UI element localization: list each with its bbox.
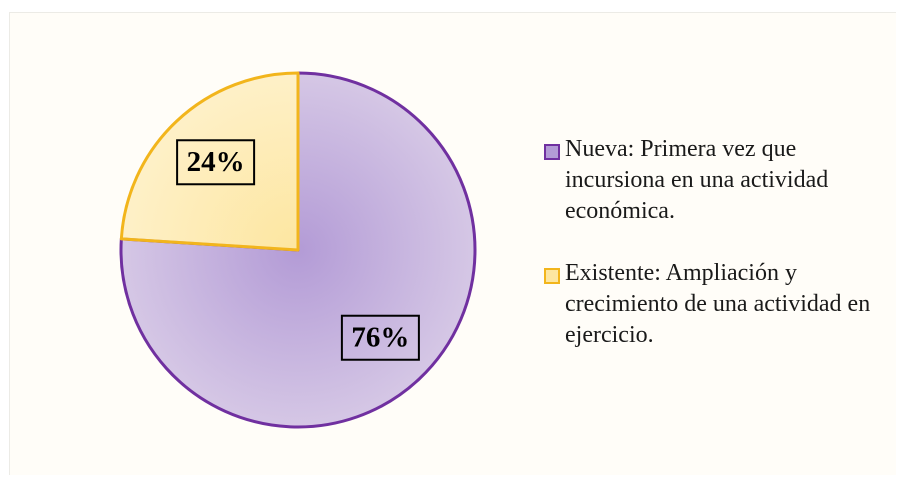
- data-label-box: [340, 314, 420, 361]
- legend-swatch: [544, 268, 560, 284]
- legend: Nueva: Primera vez que incursiona en una…: [544, 134, 894, 382]
- legend-item: Nueva: Primera vez que incursiona en una…: [544, 134, 894, 227]
- pie-slice: [119, 71, 300, 252]
- legend-text: Nueva: Primera vez que incursiona en una…: [565, 136, 829, 224]
- legend-text: Existente: Ampliación y crecimiento de u…: [565, 260, 871, 348]
- data-label: 24%: [187, 146, 245, 178]
- legend-swatch: [544, 144, 560, 160]
- legend-item: Existente: Ampliación y crecimiento de u…: [544, 258, 894, 351]
- data-label: 76%: [351, 321, 409, 353]
- data-label-box: [176, 139, 256, 186]
- pie-slice: [119, 71, 477, 429]
